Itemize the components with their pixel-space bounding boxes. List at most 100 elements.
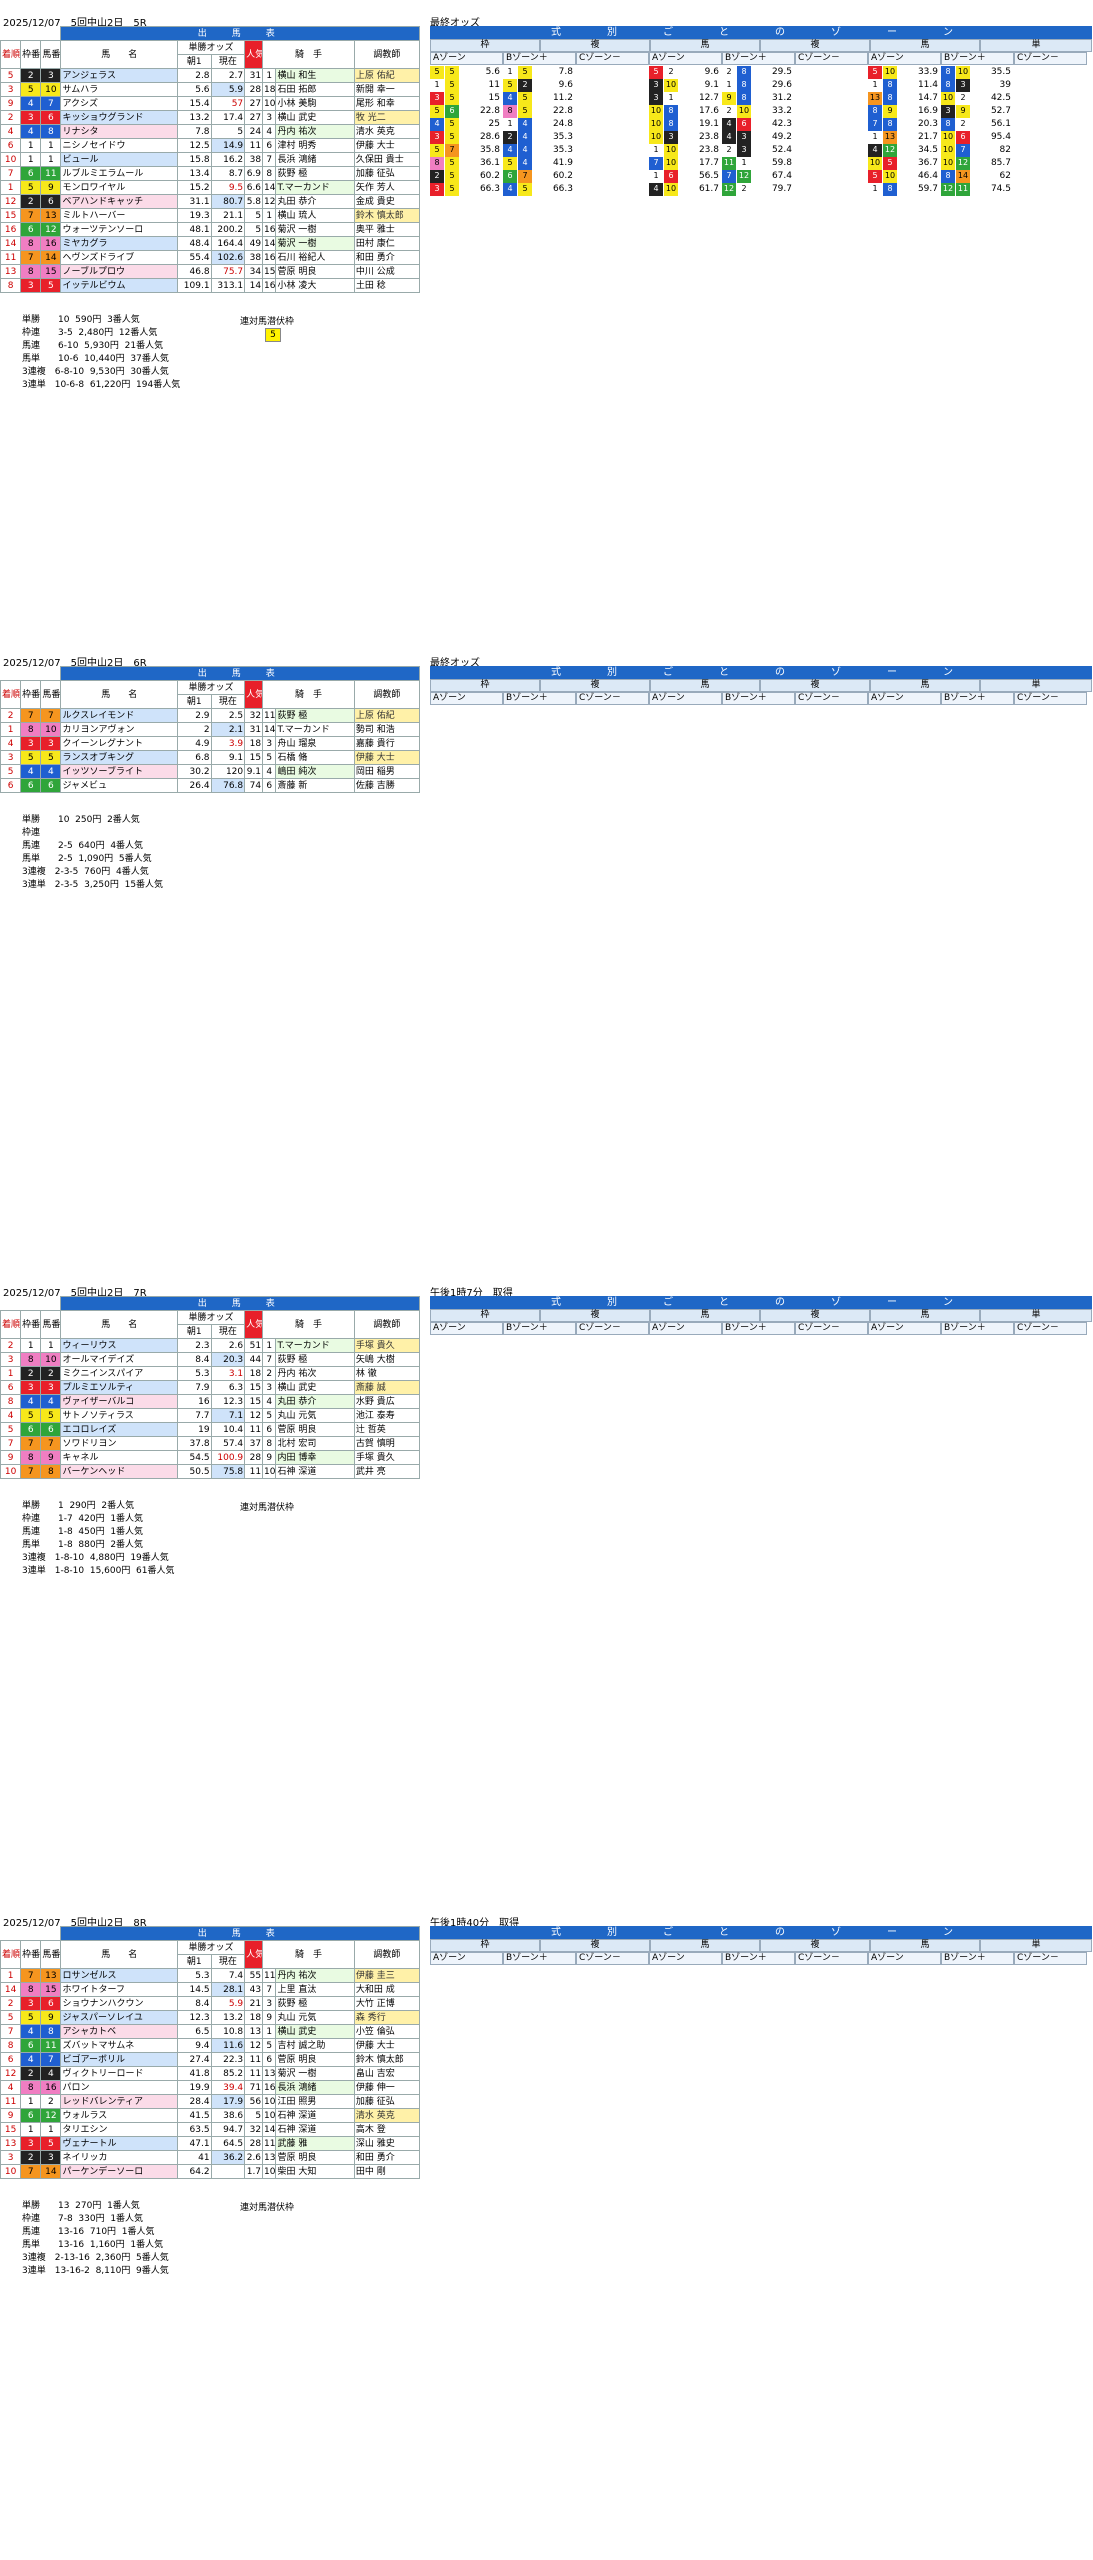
table-row[interactable]: 8 3 5 イッテルビウム 109.1 313.1 14 16 小林 凌大 土田 稔	[0, 278, 421, 293]
table-row[interactable]: 4 5 5 サトノソティラス 7.7 7.1 12 5 丸山 元気 池江 泰寿	[0, 1408, 421, 1423]
trainer-name[interactable]: 高木 登	[353, 2122, 421, 2137]
horse-name[interactable]: ビゴアーボリル	[60, 2052, 178, 2067]
table-row[interactable]: 7 6 11 ルブルミエラムール 13.4 8.7 6.9 8 荻野 極加藤 征弘	[0, 166, 421, 181]
jockey-name[interactable]: 嶋田 純次	[275, 764, 355, 779]
jockey-name[interactable]: 菅原 明良	[275, 1422, 355, 1437]
table-row[interactable]: 9 4 7 アクシズ 15.4 57 27 10 小林 美駒 尾形 和幸	[0, 96, 421, 111]
horse-name[interactable]: ランスオブキング	[60, 750, 178, 765]
table-row[interactable]: 3 8 10 オールマイデイズ 8.4 20.3 44 7 荻野 極矢嶋 大樹	[0, 1352, 421, 1367]
jockey-name[interactable]: T.マーカンド	[275, 180, 355, 195]
jockey-name[interactable]: 舟山 瑠泉	[275, 736, 355, 751]
horse-name[interactable]: ウィーリウス	[60, 1338, 178, 1353]
jockey-name[interactable]: 丹内 祐次	[275, 124, 355, 139]
jockey-name[interactable]: 荻野 極	[275, 1996, 355, 2011]
jockey-name[interactable]: 丹内 祐次	[275, 1366, 355, 1381]
table-row[interactable]: 3 5 10 サムハラ 5.6 5.9 28 18 石田 拓郎 新開 幸一	[0, 82, 421, 97]
horse-name[interactable]: ショウナンハクウン	[60, 1996, 178, 2011]
horse-name[interactable]: ヘヴンズドライブ	[60, 250, 178, 265]
table-row[interactable]: 14 8 16 ミヤカグラ 48.4 164.4 49 14 菊沢 一樹 田村 康仁	[0, 236, 421, 251]
table-row[interactable]: 1 8 10 カリヨンアヴォン 2 2.1 31 14 T.マーカンド 勢司 和浩	[0, 722, 421, 737]
horse-name[interactable]: イッツソーブライト	[60, 764, 178, 779]
table-row[interactable]: 14 8 15 ホワイトターフ 14.5 28.1 43 7 上里 直汰 大和田 成	[0, 1982, 421, 1997]
horse-name[interactable]: イッテルビウム	[60, 278, 178, 293]
horse-name[interactable]: ミルトハーバー	[60, 208, 178, 223]
table-row[interactable]: 8 4 4 ヴァイザーバルコ 16 12.3 15 4 丸田 恭介 水野 貴広	[0, 1394, 421, 1409]
horse-name[interactable]: モンロワイヤル	[60, 180, 178, 195]
trainer-name[interactable]: 中川 公成	[353, 264, 421, 279]
jockey-name[interactable]: 柴田 大知	[275, 2164, 355, 2179]
horse-name[interactable]: カリヨンアヴォン	[60, 722, 178, 737]
horse-name[interactable]: ミヤカグラ	[60, 236, 178, 251]
trainer-name[interactable]: 金成 貴史	[353, 194, 421, 209]
trainer-name[interactable]: 矢作 芳人	[353, 180, 421, 195]
horse-name[interactable]: サトノソティラス	[60, 1408, 178, 1423]
jockey-name[interactable]: 丹内 祐次	[275, 1968, 355, 1983]
jockey-name[interactable]: 横山 和生	[275, 68, 355, 83]
trainer-name[interactable]: 鈴木 慎太郎	[353, 2052, 421, 2067]
jockey-name[interactable]: 江田 照男	[275, 2094, 355, 2109]
trainer-name[interactable]: 和田 勇介	[353, 250, 421, 265]
table-row[interactable]: 4 4 8 リナシタ 7.8 5 24 4 丹内 祐次 清水 英克	[0, 124, 421, 139]
trainer-name[interactable]: 古賀 慎明	[353, 1436, 421, 1451]
trainer-name[interactable]: 武井 亮	[353, 1464, 421, 1479]
horse-name[interactable]: ミクニインスパイア	[60, 1366, 178, 1381]
horse-name[interactable]: ヴィクトリーロード	[60, 2066, 178, 2081]
horse-name[interactable]: リナシタ	[60, 124, 178, 139]
table-row[interactable]: 15 7 13 ミルトハーバー 19.3 21.1 5 1 横山 琉人 鈴木 慎太郎	[0, 208, 421, 223]
jockey-name[interactable]: 丸田 恭介	[275, 1394, 355, 1409]
trainer-name[interactable]: 池江 泰寿	[353, 1408, 421, 1423]
horse-name[interactable]: オールマイデイズ	[60, 1352, 178, 1367]
table-row[interactable]: 10 7 14 パーケンデーソーロ 64.2 1.7 10 柴田 大知 田中 剛	[0, 2164, 421, 2179]
trainer-name[interactable]: 深山 雅史	[353, 2136, 421, 2151]
jockey-name[interactable]: 菊沢 一樹	[275, 236, 355, 251]
jockey-name[interactable]: 長浜 鴻緒	[275, 2080, 355, 2095]
trainer-name[interactable]: 土田 稔	[353, 278, 421, 293]
trainer-name[interactable]: 小笠 倫弘	[353, 2024, 421, 2039]
table-row[interactable]: 15 1 1 タリエシン 63.5 94.7 32 14 石神 深道 高木 登	[0, 2122, 421, 2137]
trainer-name[interactable]: 伊藤 大士	[353, 2038, 421, 2053]
horse-name[interactable]: アシャカトベ	[60, 2024, 178, 2039]
jockey-name[interactable]: 小林 美駒	[275, 96, 355, 111]
trainer-name[interactable]: 上原 佑紀	[353, 708, 421, 723]
horse-name[interactable]: ジャスパーソレイユ	[60, 2010, 178, 2025]
table-row[interactable]: 3 5 5 ランスオブキング 6.8 9.1 15 5 石橋 脩伊藤 大士	[0, 750, 421, 765]
table-row[interactable]: 11 1 2 レッドバレンティア 28.4 17.9 56 10 江田 照男 加藤 征弘	[0, 2094, 421, 2109]
jockey-name[interactable]: 石田 拓郎	[275, 82, 355, 97]
jockey-name[interactable]: 菅原 明良	[275, 264, 355, 279]
table-row[interactable]: 4 8 16 パロン 19.9 39.4 71 16 長浜 鴻緒 伊藤 伸一	[0, 2080, 421, 2095]
trainer-name[interactable]: 加藤 征弘	[353, 2094, 421, 2109]
horse-name[interactable]: ベアハンドキャッチ	[60, 194, 178, 209]
horse-name[interactable]: ヴァイザーバルコ	[60, 1394, 178, 1409]
trainer-name[interactable]: 牧 光二	[353, 110, 421, 125]
jockey-name[interactable]: 上里 直汰	[275, 1982, 355, 1997]
trainer-name[interactable]: 佐藤 吉勝	[353, 778, 421, 793]
horse-name[interactable]: レッドバレンティア	[60, 2094, 178, 2109]
trainer-name[interactable]: 田中 剛	[353, 2164, 421, 2179]
trainer-name[interactable]: 森 秀行	[353, 2010, 421, 2025]
table-row[interactable]: 1 7 13 ロサンゼルス 5.3 7.4 55 11 丹内 祐次 伊藤 圭三	[0, 1968, 421, 1983]
trainer-name[interactable]: 斎藤 誠	[353, 1380, 421, 1395]
table-row[interactable]: 6 1 1 ニシノセイドウ 12.5 14.9 11 6 津村 明秀 伊藤 大士	[0, 138, 421, 153]
jockey-name[interactable]: 丸山 元気	[275, 2010, 355, 2025]
horse-name[interactable]: ウォーツテンソーロ	[60, 222, 178, 237]
table-row[interactable]: 10 7 8 バーケンヘッド 50.5 75.8 11 10 石神 深道 武井 亮	[0, 1464, 421, 1479]
horse-name[interactable]: アンジェラス	[60, 68, 178, 83]
jockey-name[interactable]: 内田 博幸	[275, 1450, 355, 1465]
horse-name[interactable]: キッショウグランド	[60, 110, 178, 125]
jockey-name[interactable]: 菅原 明良	[275, 2052, 355, 2067]
jockey-name[interactable]: 荻野 極	[275, 166, 355, 181]
jockey-name[interactable]: 石神 深道	[275, 1464, 355, 1479]
table-row[interactable]: 12 2 4 ヴィクトリーロード 41.8 85.2 11 13 菊沢 一樹 畠山 吉宏	[0, 2066, 421, 2081]
horse-name[interactable]: ビュール	[60, 152, 178, 167]
table-row[interactable]: 2 3 6 キッショウグランド 13.2 17.4 27 3 横山 武史牧 光二	[0, 110, 421, 125]
trainer-name[interactable]: 加藤 征弘	[353, 166, 421, 181]
trainer-name[interactable]: 尾形 和幸	[353, 96, 421, 111]
jockey-name[interactable]: 小林 凌大	[275, 278, 355, 293]
jockey-name[interactable]: 北村 宏司	[275, 1436, 355, 1451]
horse-name[interactable]: ニシノセイドウ	[60, 138, 178, 153]
jockey-name[interactable]: T.マーカンド	[275, 1338, 355, 1353]
table-row[interactable]: 6 3 3 プルミエソルティ 7.9 6.3 15 3 横山 武史 斎藤 誠	[0, 1380, 421, 1395]
trainer-name[interactable]: 和田 勇介	[353, 2150, 421, 2165]
table-row[interactable]: 2 7 7 ルクスレイモンド 2.9 2.5 32 11 荻野 極上原 佑紀	[0, 708, 421, 723]
table-row[interactable]: 5 6 6 エコロレイズ 19 10.4 11 6 菅原 明良辻 哲英	[0, 1422, 421, 1437]
